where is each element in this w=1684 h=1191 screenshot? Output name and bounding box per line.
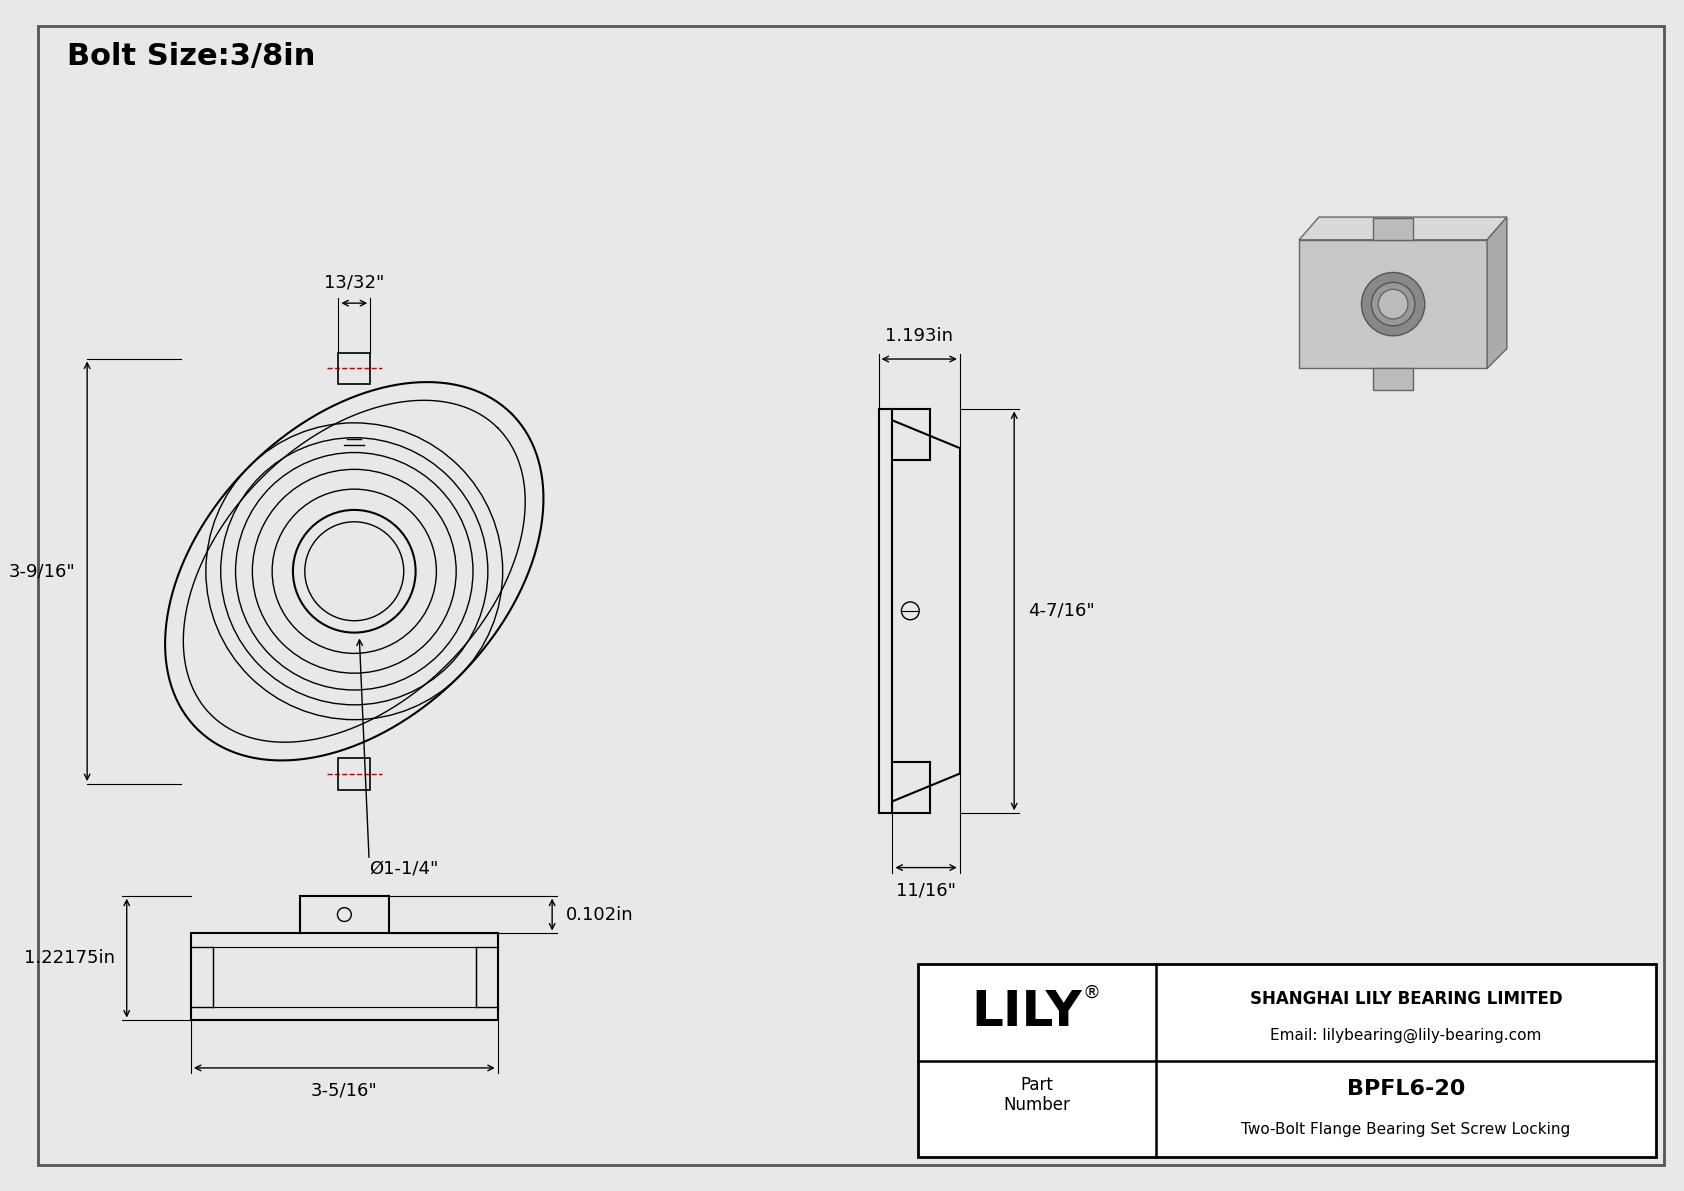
Text: BPFL6-20: BPFL6-20: [1347, 1079, 1465, 1099]
Text: 11/16": 11/16": [896, 881, 957, 899]
Bar: [212, 947, 477, 1006]
Text: Number: Number: [1004, 1096, 1071, 1114]
Bar: [338, 759, 370, 790]
Text: Two-Bolt Flange Bearing Set Screw Locking: Two-Bolt Flange Bearing Set Screw Lockin…: [1241, 1122, 1571, 1137]
Text: Email: lilybearing@lily-bearing.com: Email: lilybearing@lily-bearing.com: [1270, 1028, 1541, 1043]
Bar: [918, 964, 1657, 1156]
Text: 3-9/16": 3-9/16": [8, 562, 76, 580]
Text: 1.22175in: 1.22175in: [24, 949, 115, 967]
Text: 0.102in: 0.102in: [566, 905, 633, 923]
Bar: [1298, 239, 1487, 368]
Bar: [338, 353, 370, 385]
Text: SHANGHAI LILY BEARING LIMITED: SHANGHAI LILY BEARING LIMITED: [1250, 990, 1563, 1008]
Text: 13/32": 13/32": [323, 273, 384, 292]
Bar: [1374, 218, 1413, 239]
Text: 3-5/16": 3-5/16": [312, 1081, 377, 1099]
Text: Ø1-1/4": Ø1-1/4": [369, 859, 438, 877]
Text: 4-7/16": 4-7/16": [1027, 601, 1095, 619]
Bar: [1374, 368, 1413, 391]
Polygon shape: [1487, 217, 1507, 368]
Text: Part: Part: [1021, 1077, 1054, 1095]
Polygon shape: [1298, 217, 1507, 239]
Circle shape: [1361, 273, 1425, 336]
Bar: [190, 934, 498, 1021]
Text: 1.193in: 1.193in: [886, 328, 953, 345]
Circle shape: [1371, 282, 1415, 326]
Circle shape: [1378, 289, 1408, 319]
Text: ®: ®: [1083, 984, 1100, 1002]
Text: Bolt Size:3/8in: Bolt Size:3/8in: [67, 42, 315, 71]
Text: LILY: LILY: [972, 989, 1083, 1036]
